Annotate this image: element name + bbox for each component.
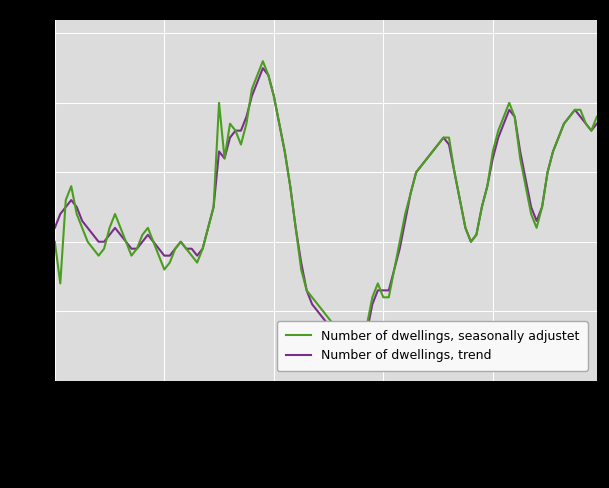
Number of dwellings, trend bbox=[51, 225, 58, 231]
Number of dwellings, seasonally adjustet bbox=[352, 357, 359, 363]
Number of dwellings, seasonally adjustet bbox=[560, 121, 568, 126]
Line: Number of dwellings, trend: Number of dwellings, trend bbox=[55, 68, 597, 360]
Number of dwellings, trend bbox=[155, 246, 163, 252]
Number of dwellings, trend bbox=[352, 357, 359, 363]
Number of dwellings, trend bbox=[593, 121, 600, 126]
Number of dwellings, trend bbox=[336, 336, 343, 342]
Legend: Number of dwellings, seasonally adjustet, Number of dwellings, trend: Number of dwellings, seasonally adjustet… bbox=[277, 321, 588, 371]
Number of dwellings, seasonally adjustet bbox=[385, 294, 392, 300]
Number of dwellings, seasonally adjustet bbox=[593, 114, 600, 120]
Number of dwellings, trend bbox=[259, 65, 267, 71]
Line: Number of dwellings, seasonally adjustet: Number of dwellings, seasonally adjustet bbox=[55, 61, 597, 360]
Number of dwellings, trend bbox=[385, 287, 392, 293]
Number of dwellings, seasonally adjustet bbox=[259, 58, 267, 64]
Number of dwellings, seasonally adjustet bbox=[577, 107, 584, 113]
Number of dwellings, seasonally adjustet bbox=[51, 239, 58, 244]
Number of dwellings, seasonally adjustet bbox=[155, 253, 163, 259]
Number of dwellings, trend bbox=[560, 121, 568, 126]
Number of dwellings, seasonally adjustet bbox=[177, 239, 185, 244]
Number of dwellings, trend bbox=[177, 239, 185, 244]
Number of dwellings, trend bbox=[577, 114, 584, 120]
Number of dwellings, seasonally adjustet bbox=[336, 329, 343, 335]
